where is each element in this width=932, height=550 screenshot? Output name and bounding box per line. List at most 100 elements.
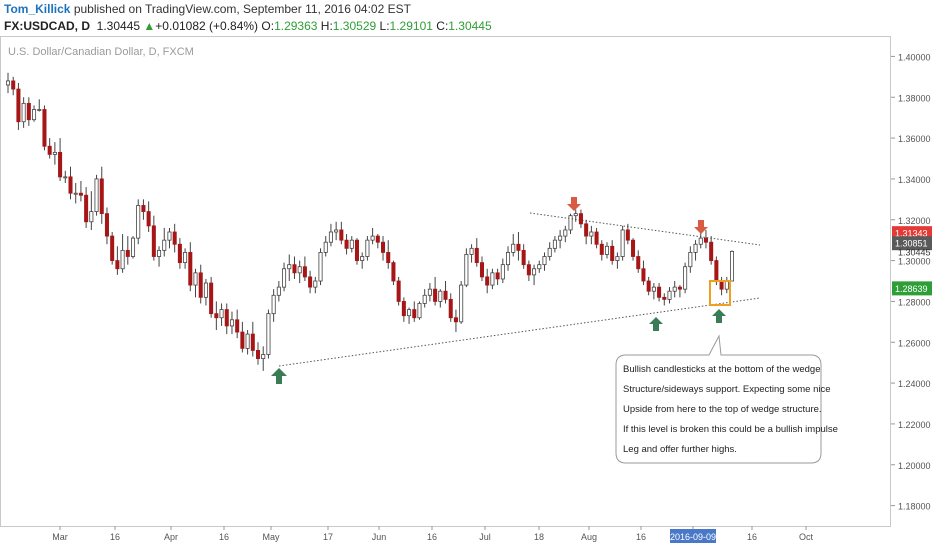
chart-title: U.S. Dollar/Canadian Dollar, D, FXCM: [8, 46, 194, 58]
candle-body: [688, 252, 693, 268]
candle-body: [339, 229, 344, 241]
change-value: +0.01082 (+0.84%): [155, 19, 259, 33]
candle-body: [464, 254, 469, 286]
candle-body: [443, 290, 448, 300]
y-tick-label: 1.22000: [898, 420, 931, 430]
candle-body: [469, 247, 474, 255]
candle-body: [203, 282, 208, 298]
candle-body: [651, 286, 656, 292]
x-tick-label: 16: [110, 532, 120, 542]
candle-body: [526, 264, 531, 276]
price-label: 1.30851: [895, 239, 928, 249]
candle-body: [73, 192, 78, 195]
buy-arrow-icon: [649, 317, 663, 331]
price-axis[interactable]: 1.40000 1.38000 1.36000 1.34000 1.32000 1.300…: [891, 52, 932, 512]
y-tick-label: 1.32000: [898, 216, 931, 226]
callout-box: [615, 334, 822, 464]
candle-body: [172, 231, 177, 245]
x-tick-label: 16: [636, 532, 646, 542]
candle-body: [245, 333, 250, 349]
x-tick-label: 16: [427, 532, 437, 542]
candle-body: [453, 317, 458, 323]
candle-body: [287, 264, 292, 270]
candle-body: [282, 268, 287, 288]
candle-body: [500, 264, 505, 280]
time-axis[interactable]: Mar 16 Apr 16 May 17 Jun 16 Jul 18 Aug 16 2016-09-09…: [52, 526, 813, 543]
candle-body: [209, 282, 214, 315]
candle-body: [271, 294, 276, 315]
price-chart[interactable]: U.S. Dollar/Canadian Dollar, D, FXCM 1.4…: [0, 36, 932, 550]
candle-body: [558, 235, 563, 241]
candle-body: [115, 260, 120, 270]
candle-body: [68, 176, 73, 194]
candle-body: [328, 231, 333, 243]
candle-body: [344, 239, 349, 249]
author-link[interactable]: Tom_Killick: [4, 2, 71, 16]
candle-body: [506, 252, 511, 266]
candle-body: [625, 229, 630, 241]
candle-body: [589, 231, 594, 237]
sell-arrow-icon: [694, 220, 708, 234]
publish-line: Tom_Killick published on TradingView.com…: [4, 2, 411, 16]
candle-body: [438, 290, 443, 302]
y-tick-label: 1.20000: [898, 461, 931, 471]
buy-arrow-icon: [712, 309, 726, 323]
callout-line: Structure/sideways support. Expecting so…: [623, 384, 831, 395]
candle-body: [516, 243, 521, 251]
candle-body: [318, 252, 323, 282]
change-arrow-icon: ▲: [143, 19, 156, 33]
candle-body: [604, 245, 610, 255]
y-tick-label: 1.38000: [898, 93, 931, 103]
y-tick-label: 1.28000: [898, 297, 931, 307]
candle-body: [693, 243, 698, 253]
candle-body: [672, 286, 677, 292]
candle-body: [563, 229, 568, 237]
candle-body: [214, 313, 219, 319]
callout-line: Upside from here to the top of wedge str…: [623, 404, 822, 415]
open-label: O:: [261, 19, 275, 33]
candle-body: [459, 284, 464, 323]
candle-body: [84, 194, 89, 223]
candle-body: [495, 272, 500, 280]
high-value: 1.30529: [332, 19, 377, 33]
high-label: H:: [320, 19, 333, 33]
candle-body: [276, 286, 281, 296]
chart-background: [0, 36, 932, 550]
candle-body: [354, 239, 359, 261]
candle-body: [584, 223, 589, 237]
close-label: C:: [436, 19, 449, 33]
candle-body: [99, 178, 104, 215]
candle-body: [32, 109, 37, 121]
ohlc-line: FX:USDCAD, D 1.30445 ▲+0.01082 (+0.84%) …: [4, 19, 492, 33]
candle-body: [16, 88, 21, 123]
candle-body: [125, 249, 130, 257]
x-tick-label: Oct: [799, 532, 814, 542]
price-label: 1.28639: [895, 284, 928, 294]
candle-body: [42, 109, 47, 147]
candle-body: [381, 241, 386, 253]
low-value: 1.29101: [389, 19, 433, 33]
y-tick-label: 1.26000: [898, 338, 931, 348]
candle-body: [193, 272, 198, 286]
x-tick-label: 16: [747, 532, 757, 542]
x-tick-label: Apr: [164, 532, 178, 542]
y-tick-label: 1.40000: [898, 52, 931, 62]
candle-body: [37, 109, 42, 111]
candle-body: [719, 280, 724, 290]
candle-body: [615, 256, 620, 261]
x-tick-label: 17: [323, 532, 333, 542]
candle-body: [63, 176, 68, 179]
x-tick-label: 16: [219, 532, 229, 542]
publish-info: published on TradingView.com, September …: [73, 2, 411, 16]
candle-body: [58, 151, 63, 178]
candle-body: [657, 286, 662, 298]
wedge-resistance-line: [529, 212, 761, 246]
candle-body: [308, 276, 313, 288]
candle-body: [130, 237, 136, 257]
candle-body: [479, 262, 485, 278]
candle-body: [21, 102, 26, 123]
candle-body: [167, 231, 172, 241]
candle-body: [573, 213, 578, 217]
candle-body: [386, 252, 391, 264]
candle-body: [610, 245, 615, 261]
